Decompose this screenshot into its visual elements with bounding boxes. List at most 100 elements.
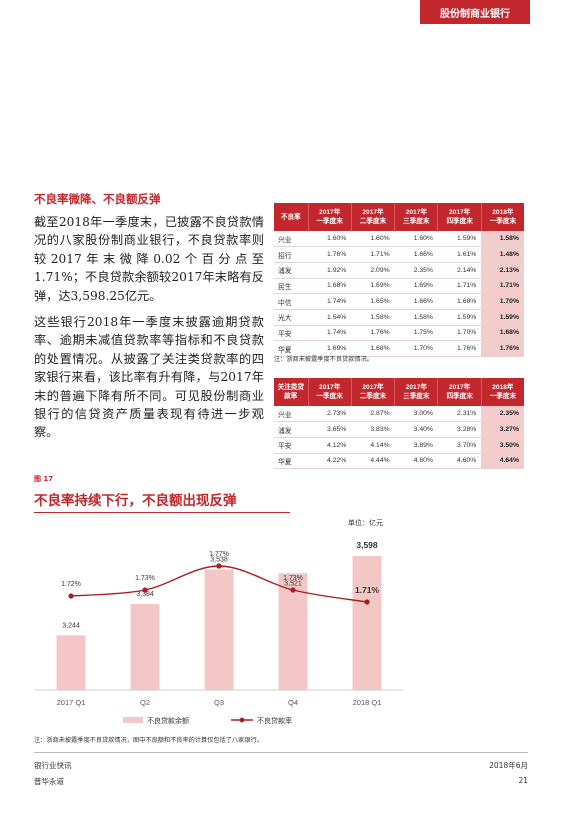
body-paragraph-2: 这些银行2018年一季度末披露逾期贷款率、逾期未减值贷款率等指标和不良贷款的处置…	[34, 315, 264, 440]
bank-name-cell: 浦发	[274, 262, 308, 279]
table-cell: 1.70%	[394, 340, 438, 357]
table-cell: 1.76%	[481, 340, 524, 357]
table-row: 招行 1.76% 1.71% 1.66% 1.61% 1.48%	[274, 246, 524, 263]
table-cell: 3.83%	[351, 421, 395, 438]
table-cell: 1.48%	[481, 246, 524, 263]
table-note: 注：浙商未披露季度不良贷款情况。	[274, 356, 373, 363]
table-cell: 2.35%	[394, 262, 438, 279]
bank-name-cell: 兴业	[274, 406, 308, 423]
table-cell: 1.68%	[481, 325, 524, 342]
bar-1	[56, 635, 86, 690]
bank-name-cell: 华夏	[274, 453, 308, 470]
table-header-row: 不良率 2017年 一季度末 2017年 二季度末 2017年 三季度末 2017年 四季度末 2…	[274, 203, 524, 231]
table-cell: 4.12%	[308, 437, 352, 454]
bank-name-cell: 民生	[274, 278, 308, 295]
table-cell: 1.66%	[394, 246, 438, 263]
bar-value-label: 3,521	[284, 580, 302, 587]
table-cell: 3.28%	[437, 421, 482, 438]
footer-divider	[34, 752, 528, 753]
legend-line-marker	[239, 717, 245, 723]
column-header: 不良率	[274, 203, 309, 231]
body-paragraph-1: 截至2018年一季度末，已披露不良贷款情况的八家股份制商业银行，不良贷款率则较2…	[34, 215, 264, 303]
table-cell: 1.60%	[394, 231, 438, 248]
table-row: 浦发 1.92% 2.09% 2.35% 2.14% 2.13%	[274, 262, 524, 279]
x-axis-labels: 2017 Q1 Q2 Q3 Q4 2018 Q1	[57, 698, 382, 707]
title-divider	[34, 512, 290, 513]
table-cell: 1.71%	[437, 278, 482, 295]
line-point-5	[364, 599, 370, 605]
chart-title: 不良率持续下行，不良额出现反弹	[34, 493, 237, 509]
table-cell: 1.60%	[308, 231, 352, 248]
chart-note: 注：浙商未披露季度不良贷款情况，图中不良额和不良率的计算仅包括了八家银行。	[34, 737, 263, 744]
column-header: 2017年 二季度末	[351, 203, 396, 231]
line-value-label: 1.72%	[61, 581, 81, 588]
bar-series: 3,244 3,384 3,538 3,521 3,598	[56, 540, 382, 690]
table-row: 兴业 1.60% 1.60% 1.60% 1.59% 1.58%	[274, 231, 524, 248]
table-cell: 1.76%	[308, 246, 352, 263]
chart-legend: 不良贷款余额 不良贷款率	[123, 716, 292, 725]
table-cell: 1.61%	[437, 246, 482, 263]
table-cell: 1.76%	[437, 340, 482, 357]
line-value-label: 1.73%	[283, 575, 303, 582]
table-cell: 1.74%	[308, 325, 352, 342]
footer-date: 2018年6月	[489, 761, 528, 770]
line-value-label: 1.71%	[355, 585, 380, 595]
table-row: 华夏 4.22% 4.44% 4.60% 4.60% 4.64%	[274, 453, 524, 470]
bar-value-label: 3,538	[210, 556, 228, 563]
table-cell: 4.60%	[437, 453, 482, 470]
bank-name-cell: 平安	[274, 437, 308, 454]
table-cell: 1.59%	[437, 231, 482, 248]
bank-name-cell: 中信	[274, 293, 308, 310]
table-cell: 1.58%	[394, 309, 438, 326]
table-cell: 1.75%	[394, 325, 438, 342]
table-cell: 1.66%	[394, 293, 438, 310]
column-header: 2017年 四季度末	[437, 203, 482, 231]
column-header: 2017年 三季度末	[394, 378, 439, 406]
footer-firm: 普华永道	[34, 777, 64, 786]
line-series: 1.72% 1.73% 1.77% 1.73% 1.71%	[61, 551, 379, 605]
table-cell: 3.65%	[308, 421, 352, 438]
column-header: 2017年 二季度末	[351, 378, 396, 406]
table-cell: 1.74%	[308, 293, 352, 310]
bank-name-cell: 兴业	[274, 231, 308, 248]
column-header: 2018年 一季度末	[481, 203, 524, 231]
table-cell: 1.69%	[351, 278, 395, 295]
table-cell: 3.27%	[481, 421, 524, 438]
x-tick-label: 2018 Q1	[353, 698, 382, 707]
section-title: 不良率微降、不良额反弹	[34, 192, 161, 206]
npl-ratio-table: 不良率 2017年 一季度末 2017年 二季度末 2017年 三季度末 2017年 四季度末 2…	[274, 203, 524, 357]
x-tick-label: Q2	[140, 698, 150, 707]
table-cell: 1.70%	[481, 293, 524, 310]
section-header-tag: 股份制商业银行	[420, 0, 530, 24]
column-header: 2017年 一季度末	[308, 203, 352, 231]
table-cell: 1.54%	[308, 309, 352, 326]
table-row: 华夏 1.69% 1.68% 1.70% 1.76% 1.76%	[274, 340, 524, 357]
table-cell: 2.31%	[437, 406, 482, 423]
table-cell: 3.50%	[481, 437, 524, 454]
line-point-3	[216, 563, 222, 569]
table-cell: 1.71%	[481, 278, 524, 295]
table-row: 民生 1.68% 1.69% 1.69% 1.71% 1.71%	[274, 278, 524, 295]
special-mention-ratio-table: 关注类贷 款率 2017年 一季度末 2017年 二季度末 2017年 三季度末 2017年 四季…	[274, 378, 524, 470]
table-cell: 3.89%	[394, 437, 438, 454]
bar-5	[352, 556, 382, 690]
table-cell: 4.60%	[394, 453, 438, 470]
table-cell: 4.14%	[351, 437, 395, 454]
bank-name-cell: 浦发	[274, 421, 308, 438]
table-cell: 3.40%	[394, 421, 438, 438]
table-cell: 1.92%	[308, 262, 352, 279]
table-cell: 4.22%	[308, 453, 352, 470]
table-cell: 2.35%	[481, 406, 524, 423]
table-cell: 2.14%	[437, 262, 482, 279]
legend-label-ratio: 不良贷款率	[257, 716, 292, 725]
table-row: 兴业 2.73% 2.87% 3.00% 2.31% 2.35%	[274, 406, 524, 423]
table-cell: 1.69%	[394, 278, 438, 295]
bank-name-cell: 光大	[274, 309, 308, 326]
figure-number: 图 17	[34, 475, 54, 483]
column-header: 2018年 一季度末	[481, 378, 524, 406]
line-point-2	[142, 587, 148, 593]
table-cell: 1.68%	[351, 340, 395, 357]
x-tick-label: Q3	[214, 698, 224, 707]
chart-unit-label: 单位：亿元	[348, 519, 383, 527]
legend-label-balance: 不良贷款余额	[147, 716, 189, 725]
